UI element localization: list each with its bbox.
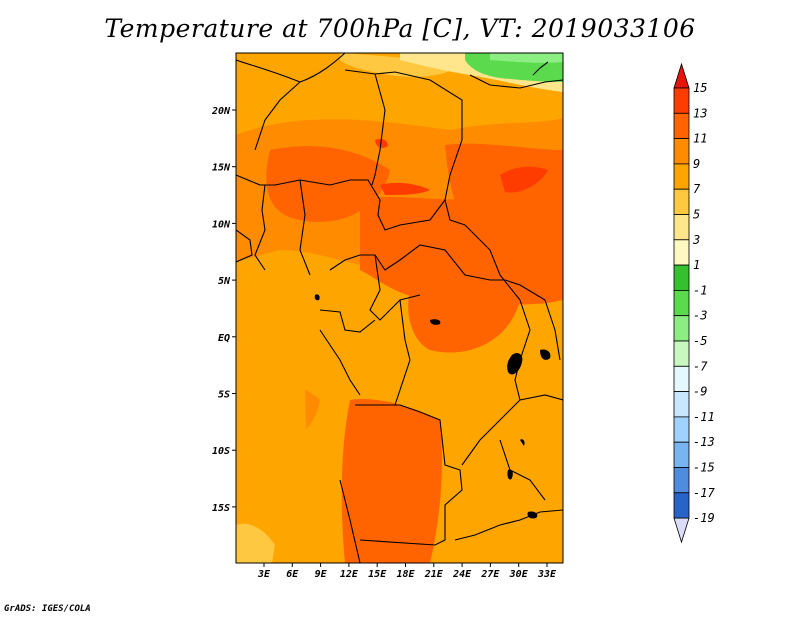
field-cooler-top bbox=[340, 53, 460, 77]
lon-tick-label: 33E bbox=[537, 569, 557, 580]
colorbar-segment bbox=[673, 416, 690, 443]
colorbar-segment bbox=[673, 441, 690, 468]
colorbar-segment bbox=[673, 188, 690, 215]
colorbar-segment bbox=[673, 492, 690, 519]
lat-tick-label: 10S bbox=[212, 446, 230, 457]
field-warm-nigeria bbox=[266, 146, 390, 222]
field-cool-west bbox=[236, 260, 335, 563]
field-warm-angola bbox=[341, 399, 442, 563]
colorbar-segment bbox=[673, 138, 690, 165]
colorbar-segment bbox=[673, 365, 690, 392]
lon-tick-label: 18E bbox=[396, 569, 415, 580]
lon-tick-label: 30E bbox=[509, 569, 529, 580]
map-title: Temperature at 700hPa [C], VT: 201903310… bbox=[104, 14, 696, 43]
colorbar-label: -17 bbox=[693, 486, 715, 500]
colorbar-label: -7 bbox=[693, 359, 708, 373]
field-cold-green-light bbox=[490, 53, 563, 63]
colorbar-label: -1 bbox=[693, 283, 707, 297]
lat-tick-label: 15N bbox=[212, 163, 231, 174]
colorbar-segment bbox=[673, 214, 690, 241]
lat-tick-label: EQ bbox=[218, 333, 230, 344]
colorbar-segment bbox=[673, 112, 690, 140]
lon-tick-label: 9E bbox=[315, 569, 328, 580]
colorbar-label: 11 bbox=[693, 132, 707, 146]
colorbar-top-arrow bbox=[673, 62, 690, 89]
colorbar-label: 15 bbox=[693, 81, 707, 95]
lat-tick-label: 10N bbox=[212, 219, 231, 230]
colorbar-segment bbox=[673, 289, 690, 317]
colorbar-segment bbox=[673, 163, 690, 190]
colorbar-segment bbox=[673, 391, 690, 418]
lat-tick-label: 5S bbox=[218, 390, 230, 401]
field-hot-streak bbox=[380, 182, 430, 195]
lon-tick-label: 27E bbox=[480, 569, 500, 580]
colorbar-label: -5 bbox=[693, 334, 707, 348]
colorbar-label: -3 bbox=[693, 309, 707, 323]
lon-tick-label: 15E bbox=[368, 569, 387, 580]
country-borders bbox=[236, 53, 563, 563]
colorbar-segment bbox=[673, 264, 690, 291]
latitude-axis: 20N 15N 10N 5N EQ 5S 10S 15S bbox=[211, 106, 236, 514]
colorbar-label: -13 bbox=[693, 435, 715, 449]
plot-frame bbox=[235, 52, 564, 564]
field-cool-lake bbox=[445, 376, 542, 533]
field-cooler-band bbox=[236, 523, 275, 563]
credit-text: GrADS: IGES/COLA bbox=[4, 604, 91, 614]
lon-tick-label: 3E bbox=[257, 569, 271, 580]
lon-tick-label: 6E bbox=[286, 569, 299, 580]
colorbar-label: 9 bbox=[693, 157, 700, 171]
field-hot-streak bbox=[500, 166, 548, 193]
colorbar-label: 3 bbox=[692, 233, 700, 247]
colorbar-label: -15 bbox=[693, 461, 715, 475]
colorbar: 15 13 11 9 7 5 3 1 -1 -3 -5 -7 -9 -11 -13 -15 -17 -19 bbox=[673, 62, 715, 544]
lon-tick-label: 24E bbox=[452, 569, 472, 580]
colorbar-segment bbox=[673, 340, 690, 367]
colorbar-label: -11 bbox=[693, 410, 715, 424]
lat-tick-label: 15S bbox=[212, 503, 230, 514]
field-hot-streak bbox=[375, 138, 388, 148]
field-warm-congo bbox=[408, 285, 520, 353]
colorbar-segment bbox=[673, 239, 690, 266]
lon-tick-label: 12E bbox=[340, 569, 359, 580]
longitude-axis: 3E 6E 9E 12E 15E 18E 21E 24E 27E 30E 33E bbox=[257, 563, 557, 580]
colorbar-label: 1 bbox=[693, 258, 700, 272]
water-bodies bbox=[314, 294, 551, 519]
colorbar-label: 13 bbox=[693, 106, 707, 120]
colorbar-segment bbox=[673, 87, 690, 114]
lat-tick-label: 20N bbox=[211, 106, 231, 117]
colorbar-bottom-arrow bbox=[673, 517, 690, 544]
colorbar-label: 5 bbox=[693, 208, 700, 222]
lon-tick-label: 21E bbox=[424, 569, 444, 580]
colorbar-label: -9 bbox=[693, 385, 707, 399]
colorbar-segment bbox=[673, 467, 690, 494]
lat-tick-label: 5N bbox=[218, 276, 231, 287]
colorbar-segment bbox=[673, 315, 690, 342]
colorbar-label: 7 bbox=[693, 182, 701, 196]
colorbar-label: -19 bbox=[693, 511, 715, 525]
